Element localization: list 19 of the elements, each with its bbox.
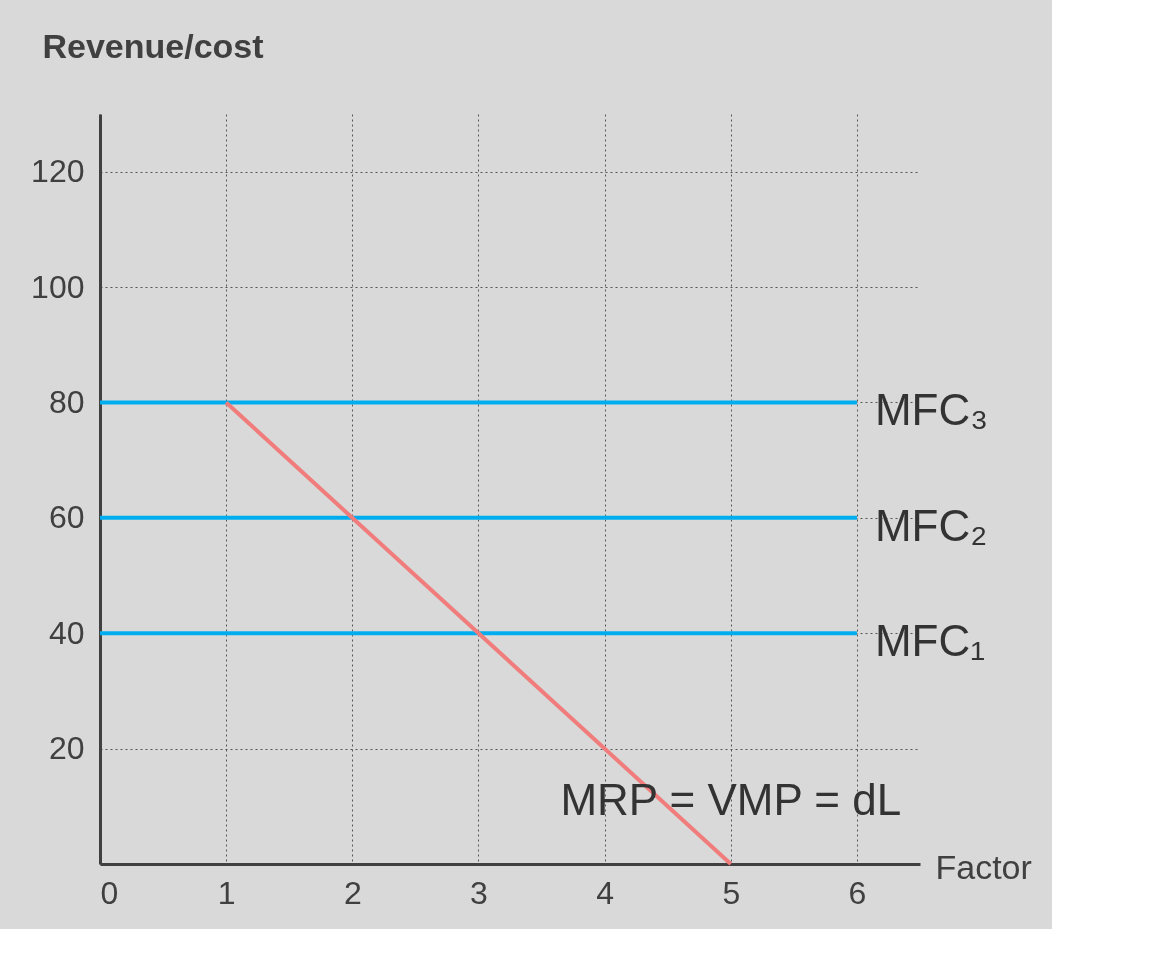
- series-label: MFC₁: [874, 616, 986, 666]
- y-tick-label: 40: [48, 614, 85, 651]
- x-tick-label: 2: [343, 874, 362, 911]
- series-label: MFC₂: [874, 500, 988, 550]
- x-tick-label: 3: [470, 874, 488, 911]
- y-tick-label: 20: [48, 730, 85, 767]
- y-tick-label: 120: [31, 153, 85, 190]
- series-label: MFC₃: [874, 385, 989, 435]
- x-tick-label: 4: [596, 874, 615, 911]
- x-tick-label: 5: [722, 874, 741, 911]
- y-axis-title: Revenue/cost: [42, 26, 264, 65]
- series-label: MRP = VMP = dL: [560, 775, 902, 824]
- x-tick-label: 1: [217, 874, 236, 911]
- x-tick-label: 0: [100, 874, 119, 911]
- y-tick-label: 60: [48, 499, 85, 536]
- x-axis-title: Factor: [935, 847, 1032, 886]
- y-tick-label: 100: [31, 268, 85, 305]
- y-tick-label: 80: [48, 383, 85, 420]
- x-tick-label: 6: [848, 874, 867, 911]
